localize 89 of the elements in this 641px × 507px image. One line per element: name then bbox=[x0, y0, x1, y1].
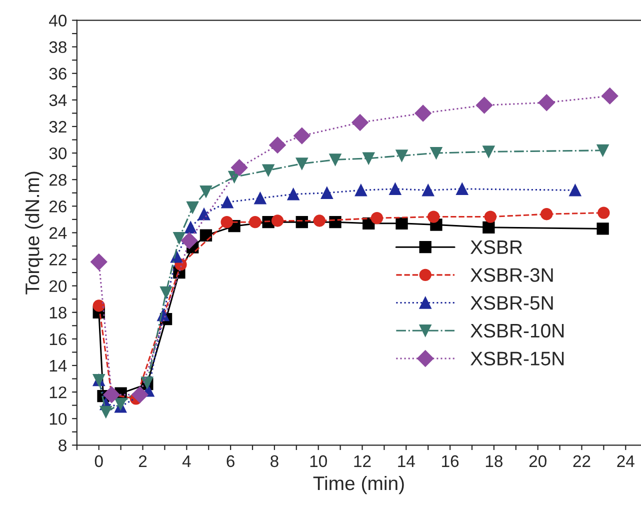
point bbox=[200, 229, 212, 242]
point bbox=[173, 232, 186, 244]
point bbox=[254, 192, 266, 204]
y-tick-label: 38 bbox=[49, 41, 66, 54]
legend-label: XSBR bbox=[470, 240, 522, 254]
point bbox=[180, 232, 198, 250]
point bbox=[296, 158, 308, 170]
y-tick-label: 16 bbox=[50, 333, 66, 346]
y-tick-label: 8 bbox=[58, 440, 66, 452]
point bbox=[249, 216, 262, 228]
legend-label: XSBR-15N bbox=[470, 352, 564, 366]
y-tick-label: 18 bbox=[50, 306, 66, 319]
y-tick-label: 12 bbox=[50, 386, 66, 398]
x-tick-label: 24 bbox=[617, 455, 634, 467]
point bbox=[596, 222, 609, 235]
point bbox=[362, 152, 375, 164]
point bbox=[160, 286, 172, 299]
point bbox=[352, 114, 368, 131]
point bbox=[132, 386, 148, 404]
point bbox=[569, 184, 582, 196]
point bbox=[262, 164, 274, 176]
point bbox=[370, 212, 384, 224]
y-tick-label: 10 bbox=[50, 412, 67, 425]
point bbox=[271, 214, 284, 227]
point bbox=[220, 216, 233, 228]
point bbox=[456, 182, 468, 195]
point bbox=[540, 208, 553, 220]
y-tick-label: 20 bbox=[50, 280, 67, 292]
point bbox=[294, 127, 310, 144]
point bbox=[396, 217, 408, 230]
x-axis-title: Time (min) bbox=[313, 476, 404, 494]
point bbox=[320, 186, 333, 199]
point bbox=[538, 94, 555, 111]
point bbox=[269, 136, 286, 154]
y-tick-label: 28 bbox=[50, 174, 66, 186]
point bbox=[482, 146, 495, 158]
point bbox=[396, 150, 408, 162]
point bbox=[313, 214, 326, 227]
x-tick-label: 16 bbox=[442, 455, 459, 468]
x-tick-label: 8 bbox=[270, 455, 278, 468]
x-tick-label: 20 bbox=[529, 455, 546, 468]
y-tick-label: 30 bbox=[49, 147, 67, 160]
point bbox=[414, 104, 432, 122]
point bbox=[601, 88, 618, 104]
x-tick-label: 6 bbox=[226, 455, 234, 468]
y-tick-label: 26 bbox=[50, 200, 66, 212]
point bbox=[287, 188, 300, 200]
point bbox=[296, 216, 308, 228]
x-tick-label: 18 bbox=[486, 455, 502, 468]
legend-label: XSBR-10N bbox=[470, 324, 564, 338]
x-tick-label: 22 bbox=[573, 455, 590, 467]
x-tick-label: 14 bbox=[398, 455, 415, 467]
point bbox=[428, 210, 440, 223]
point bbox=[329, 154, 342, 166]
point bbox=[100, 406, 112, 418]
point bbox=[430, 146, 442, 160]
legend-label: XSBR-3N bbox=[470, 268, 553, 282]
point bbox=[482, 221, 495, 234]
x-tick-label: 10 bbox=[310, 455, 327, 468]
point bbox=[198, 208, 210, 220]
point bbox=[184, 221, 197, 234]
point bbox=[389, 182, 402, 195]
point bbox=[221, 196, 234, 208]
y-tick-label: 14 bbox=[50, 360, 67, 372]
point bbox=[90, 254, 108, 270]
y-axis-title: Torque (dN.m) bbox=[24, 172, 44, 294]
y-tick-label: 24 bbox=[50, 227, 67, 239]
x-tick-label: 12 bbox=[354, 455, 371, 467]
x-tick-label: 0 bbox=[94, 455, 103, 468]
x-tick-label: 4 bbox=[182, 455, 191, 467]
y-tick-label: 36 bbox=[49, 68, 66, 80]
point bbox=[186, 201, 199, 214]
point bbox=[354, 184, 368, 196]
point bbox=[596, 144, 609, 156]
point bbox=[92, 300, 105, 312]
point bbox=[114, 398, 127, 410]
point bbox=[200, 185, 212, 198]
y-tick-label: 32 bbox=[49, 120, 66, 133]
point bbox=[422, 184, 434, 196]
point bbox=[476, 96, 493, 114]
point bbox=[598, 206, 610, 219]
y-tick-label: 34 bbox=[49, 94, 67, 106]
point bbox=[484, 210, 497, 223]
point bbox=[230, 159, 248, 176]
y-tick-label: 40 bbox=[49, 14, 67, 26]
x-tick-label: 2 bbox=[138, 455, 147, 467]
legend-label: XSBR-5N bbox=[470, 296, 553, 310]
point bbox=[103, 386, 120, 404]
y-tick-label: 22 bbox=[50, 254, 66, 266]
